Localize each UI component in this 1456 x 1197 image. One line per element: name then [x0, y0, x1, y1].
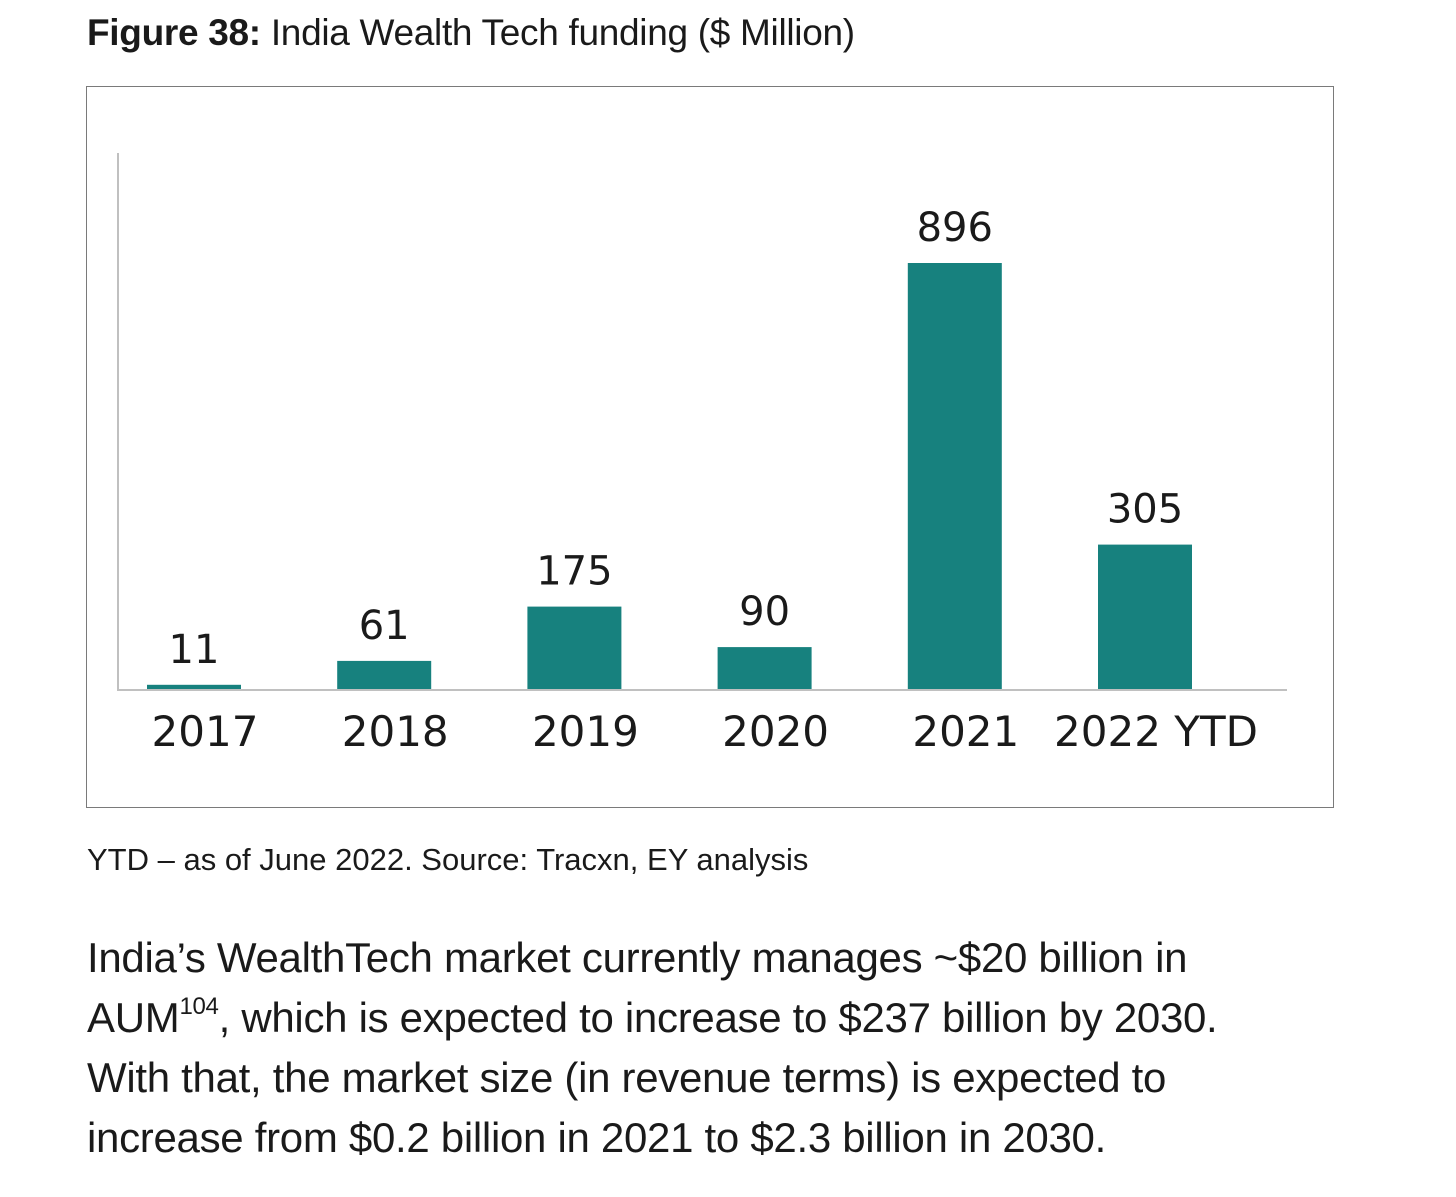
chart-frame: 11 2017 61 2018 175 2019 90 2020 896 2021 305 2022 …	[86, 86, 1334, 808]
data-label-2021: 896	[917, 205, 993, 251]
x-tick-2017: 2017	[152, 707, 259, 756]
bar-2022-ytd	[1098, 544, 1192, 690]
body-line-4: increase from $0.2 billion in 2021 to $2…	[87, 1114, 1106, 1161]
body-line-1: India’s WealthTech market currently mana…	[87, 934, 1188, 981]
figure-number: Figure 38:	[87, 12, 261, 53]
body-line-2-rest: , which is expected to increase to $237 …	[218, 994, 1218, 1041]
body-line-3: With that, the market size (in revenue t…	[87, 1054, 1167, 1101]
x-tick-2019: 2019	[532, 707, 639, 756]
body-paragraph: India’s WealthTech market currently mana…	[87, 928, 1387, 1168]
data-label-2017: 11	[169, 627, 220, 673]
x-tick-2020: 2020	[722, 707, 829, 756]
bar-2021	[907, 263, 1002, 690]
figure-title: Figure 38: India Wealth Tech funding ($ …	[87, 8, 855, 58]
bar-chart: 11 2017 61 2018 175 2019 90 2020 896 2021 305 2022 …	[117, 153, 1287, 756]
data-label-2022-ytd: 305	[1107, 487, 1183, 533]
x-tick-2018: 2018	[342, 707, 449, 756]
bar-2020	[717, 647, 812, 690]
aum-text: AUM	[87, 994, 180, 1041]
bar-2017	[147, 684, 241, 690]
data-label-2019: 175	[536, 549, 612, 595]
x-tick-2021: 2021	[912, 707, 1019, 756]
bar-2018	[337, 660, 432, 690]
footnote-ref: 104	[179, 993, 219, 1020]
data-label-2018: 61	[359, 603, 410, 649]
figure-caption: India Wealth Tech funding ($ Million)	[270, 12, 855, 53]
x-tick-2022-ytd: 2022 YTD	[1054, 707, 1258, 756]
data-label-2020: 90	[739, 589, 790, 635]
bar-2019	[527, 606, 622, 690]
source-note: YTD – as of June 2022. Source: Tracxn, E…	[87, 842, 809, 877]
body-line-2: AUM104, which is expected to increase to…	[87, 988, 1387, 1048]
